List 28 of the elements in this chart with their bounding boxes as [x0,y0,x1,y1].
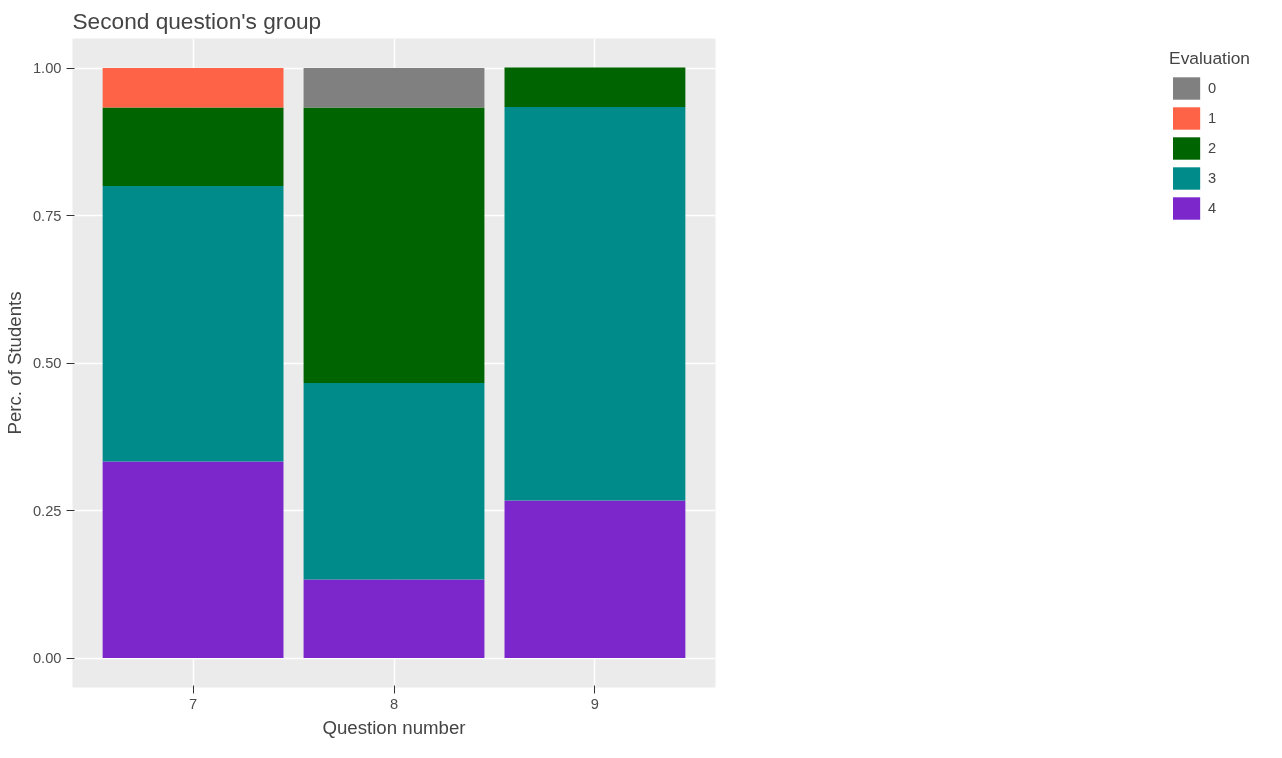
y-tick-label: 0.00 [32,650,62,666]
bar [504,106,686,501]
bar [102,107,284,186]
x-axis-title: Question number [322,716,466,738]
legend-label: 1 [1208,110,1218,126]
x-tick-label: 8 [389,695,399,712]
bar [504,67,686,107]
x-tick-label: 7 [188,695,198,712]
y-axis-title: Perc. of Students [3,291,25,435]
bar [303,579,485,658]
legend-label: 3 [1208,170,1218,186]
x-tick-label: 9 [590,695,600,712]
bar [102,68,284,108]
chart-title: Second question's group [72,7,322,34]
bar [102,186,284,462]
legend-title: Evaluation [1169,48,1250,69]
y-tick-label: 1.00 [32,60,62,76]
bar [303,68,485,108]
legend-label: 2 [1208,140,1218,156]
y-tick-label: 0.50 [32,355,62,371]
y-tick-label: 0.75 [32,207,62,224]
legend-label: 4 [1208,200,1218,216]
bar [102,461,284,658]
bar [504,500,686,658]
bar [303,107,485,384]
y-tick-label: 0.25 [32,502,62,519]
legend-label: 0 [1208,80,1218,96]
bar [303,383,485,580]
